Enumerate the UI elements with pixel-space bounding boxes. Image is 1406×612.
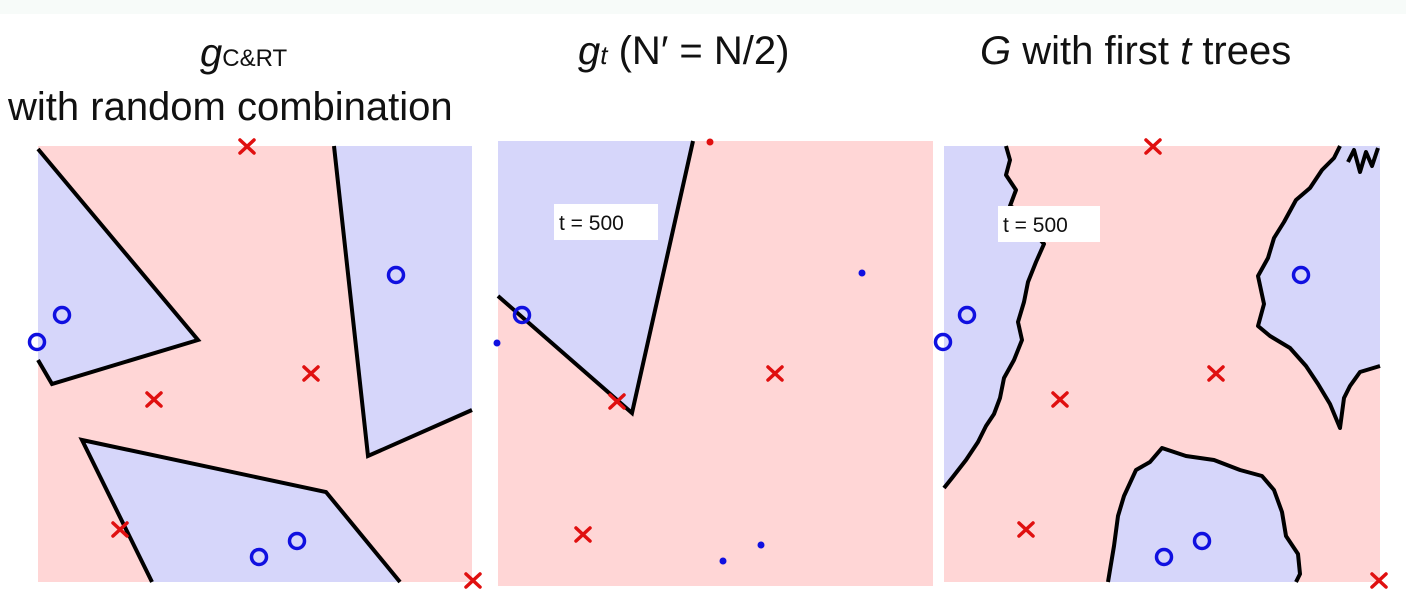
cross-marker	[1051, 391, 1069, 408]
dot-marker	[858, 269, 866, 277]
cross-marker	[238, 138, 256, 155]
dot-marker	[757, 541, 765, 549]
cross-marker	[1207, 365, 1225, 382]
panel-2-crosses	[574, 365, 784, 543]
cross-marker	[1017, 521, 1035, 538]
cross-marker	[464, 572, 482, 589]
panel-1-blue-region-right	[334, 146, 472, 456]
circle-marker	[512, 305, 532, 325]
panel-3-plot: t = 500	[933, 138, 1388, 589]
panel-3-boundaries	[942, 145, 1381, 583]
top-band	[0, 0, 1406, 14]
cross-marker	[302, 365, 320, 382]
panel-3-blue-region-bottom	[1108, 448, 1300, 582]
circle-marker	[249, 547, 269, 567]
panel-2-boundary	[496, 140, 695, 417]
circle-marker	[933, 332, 953, 352]
panel-1-blue-region-left	[38, 149, 198, 384]
circle-marker	[957, 305, 977, 325]
panel-1-boundaries	[36, 145, 473, 584]
panel-2-dots	[493, 269, 866, 565]
dot-marker	[719, 557, 727, 565]
cross-marker	[111, 521, 129, 538]
watermark-text: https://blog.csdn.net/sdu_hao	[1213, 590, 1396, 606]
panel-3-circles	[933, 265, 1311, 567]
panel-1-crosses	[111, 138, 482, 589]
panel-1-subtitle: with random combination	[8, 85, 453, 129]
dot-marker-red	[706, 138, 714, 146]
dot-marker	[493, 339, 501, 347]
circle-marker	[287, 531, 307, 551]
panel-3-label: t = 500	[1003, 214, 1068, 237]
panel-1-blue-region-bottom	[82, 440, 400, 582]
panel-1-plot	[27, 138, 482, 589]
cross-marker	[1144, 138, 1162, 155]
circle-marker	[1192, 531, 1212, 551]
cross-marker	[608, 393, 626, 410]
panel-3-title: G with first t trees	[980, 29, 1292, 73]
panel-3-crosses	[1017, 138, 1388, 589]
circle-marker	[1291, 265, 1311, 285]
cross-marker	[766, 365, 784, 382]
cross-marker	[145, 391, 163, 408]
panel-2-title: gt (N′ = N/2)	[578, 29, 790, 73]
cross-marker	[574, 526, 592, 543]
circle-marker	[386, 265, 406, 285]
panel-2-label: t = 500	[559, 212, 624, 235]
panel-1-circles	[27, 265, 406, 567]
panel-3-label-box	[998, 206, 1100, 242]
panel-1-title: gC&RT	[200, 31, 288, 75]
panel-2-plot: t = 500	[493, 138, 933, 586]
circle-marker	[52, 305, 72, 325]
cross-marker	[1370, 572, 1388, 589]
circle-marker	[27, 332, 47, 352]
panel-2-label-box	[554, 204, 658, 240]
circle-marker	[1154, 547, 1174, 567]
